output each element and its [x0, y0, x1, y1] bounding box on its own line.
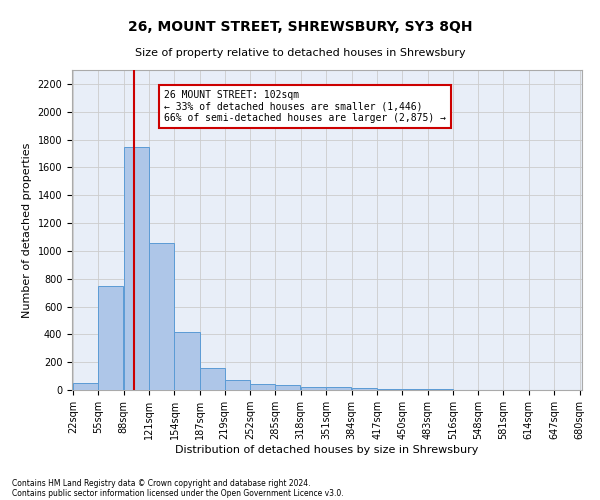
Bar: [98, 286, 123, 390]
Bar: [124, 146, 149, 390]
X-axis label: Distribution of detached houses by size in Shrewsbury: Distribution of detached houses by size …: [175, 445, 479, 455]
Text: Size of property relative to detached houses in Shrewsbury: Size of property relative to detached ho…: [134, 48, 466, 58]
Y-axis label: Number of detached properties: Number of detached properties: [22, 142, 32, 318]
Bar: [200, 368, 225, 390]
Bar: [73, 383, 98, 390]
Bar: [403, 389, 428, 390]
Bar: [149, 242, 174, 390]
Text: Contains HM Land Registry data © Crown copyright and database right 2024.: Contains HM Land Registry data © Crown c…: [12, 478, 311, 488]
Bar: [326, 387, 351, 390]
Text: Contains public sector information licensed under the Open Government Licence v3: Contains public sector information licen…: [12, 488, 344, 498]
Bar: [377, 388, 402, 390]
Text: 26, MOUNT STREET, SHREWSBURY, SY3 8QH: 26, MOUNT STREET, SHREWSBURY, SY3 8QH: [128, 20, 472, 34]
Bar: [275, 385, 301, 390]
Bar: [175, 332, 199, 390]
Bar: [250, 384, 275, 390]
Text: 26 MOUNT STREET: 102sqm
← 33% of detached houses are smaller (1,446)
66% of semi: 26 MOUNT STREET: 102sqm ← 33% of detache…: [164, 90, 446, 124]
Bar: [352, 388, 377, 390]
Bar: [224, 380, 250, 390]
Bar: [301, 386, 326, 390]
